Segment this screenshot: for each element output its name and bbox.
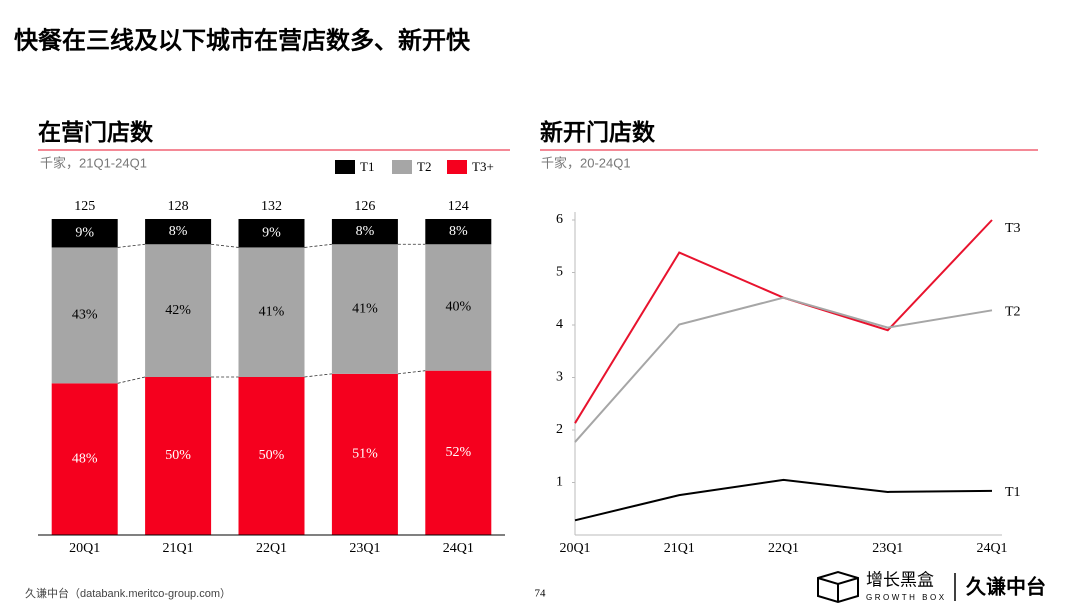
legend-label: T1 — [360, 159, 374, 174]
value-label: 9% — [75, 225, 94, 240]
bar-segment — [51, 219, 118, 248]
footer-source: 久谦中台（databank.meritco-group.com） — [25, 586, 231, 600]
legend-swatch — [447, 160, 467, 174]
x-tick-label: 24Q1 — [976, 541, 1007, 556]
connector — [211, 243, 239, 248]
line — [574, 296, 993, 443]
x-tick-label: 23Q1 — [349, 541, 380, 556]
series-label: T2 — [1005, 305, 1021, 320]
brand-name: 增长黑盒 — [866, 570, 934, 589]
slide-title: 快餐在三线及以下城市在营店数多、新开快 — [14, 26, 471, 54]
x-tick-label: 21Q1 — [163, 541, 194, 556]
value-label: 43% — [72, 308, 98, 323]
y-tick-label: 1 — [556, 475, 563, 490]
y-tick-label: 2 — [556, 422, 563, 437]
bar-segment — [425, 244, 492, 371]
bar-segment — [51, 247, 118, 384]
bar-segment — [51, 383, 118, 535]
bar-segment — [238, 377, 305, 535]
bar-segment — [331, 373, 398, 535]
value-label: 51% — [352, 447, 378, 462]
legend-label: T2 — [417, 159, 431, 174]
bar-segment — [425, 219, 492, 245]
bar-segment — [145, 244, 212, 377]
x-tick-label: 22Q1 — [256, 541, 287, 556]
value-label: 42% — [165, 303, 191, 318]
box-icon — [817, 570, 859, 604]
total-label: 132 — [261, 199, 282, 214]
series-label: T3 — [1005, 221, 1021, 236]
y-tick-label: 3 — [556, 370, 563, 385]
connector — [304, 243, 332, 248]
value-label: 52% — [445, 445, 471, 460]
x-tick-label: 22Q1 — [768, 541, 799, 556]
chart-subtitle: 千家，21Q1-24Q1 — [40, 155, 147, 170]
x-tick-label: 24Q1 — [443, 541, 474, 556]
series-label: T1 — [1005, 485, 1021, 500]
legend-swatch — [335, 160, 355, 174]
connector — [117, 243, 146, 248]
chart-title: 在营门店数 — [38, 119, 154, 145]
legend-label: T3+ — [472, 159, 494, 174]
bar-segment — [331, 244, 398, 374]
connector — [304, 373, 332, 378]
value-label: 41% — [352, 301, 378, 316]
bar-segment — [238, 219, 305, 248]
bar-segment — [145, 377, 212, 535]
bar-segment — [145, 219, 212, 245]
x-tick-label: 20Q1 — [559, 541, 590, 556]
y-tick-label: 6 — [556, 212, 563, 227]
page-number: 74 — [535, 588, 547, 600]
value-label: 50% — [259, 448, 285, 463]
legend-swatch — [392, 160, 412, 174]
brand-logo: 增长黑盒 GROWTH BOX 久谦中台 — [817, 570, 1046, 604]
value-label: 9% — [262, 225, 281, 240]
total-label: 128 — [168, 199, 189, 214]
value-label: 8% — [169, 224, 188, 239]
brand-name-en: GROWTH BOX — [866, 593, 947, 602]
x-tick-label: 20Q1 — [69, 541, 100, 556]
connector — [397, 370, 426, 375]
total-label: 124 — [448, 199, 469, 214]
value-label: 8% — [449, 224, 468, 239]
connector — [117, 376, 146, 384]
chart-title: 新开门店数 — [540, 119, 656, 145]
value-label: 50% — [165, 448, 191, 463]
y-tick-label: 4 — [556, 317, 563, 332]
line — [574, 478, 993, 522]
bar-segment — [331, 219, 398, 245]
y-tick-label: 5 — [556, 265, 563, 280]
x-tick-label: 21Q1 — [664, 541, 695, 556]
value-label: 8% — [356, 224, 375, 239]
x-tick-label: 23Q1 — [872, 541, 903, 556]
bar-segment — [238, 247, 305, 377]
total-label: 126 — [354, 199, 375, 214]
total-label: 125 — [74, 199, 95, 214]
bar-segment — [425, 370, 492, 535]
value-label: 48% — [72, 451, 98, 466]
value-label: 40% — [445, 300, 471, 315]
partner-name: 久谦中台 — [966, 574, 1046, 598]
value-label: 41% — [259, 304, 285, 319]
chart-subtitle: 千家，20-24Q1 — [541, 155, 631, 170]
